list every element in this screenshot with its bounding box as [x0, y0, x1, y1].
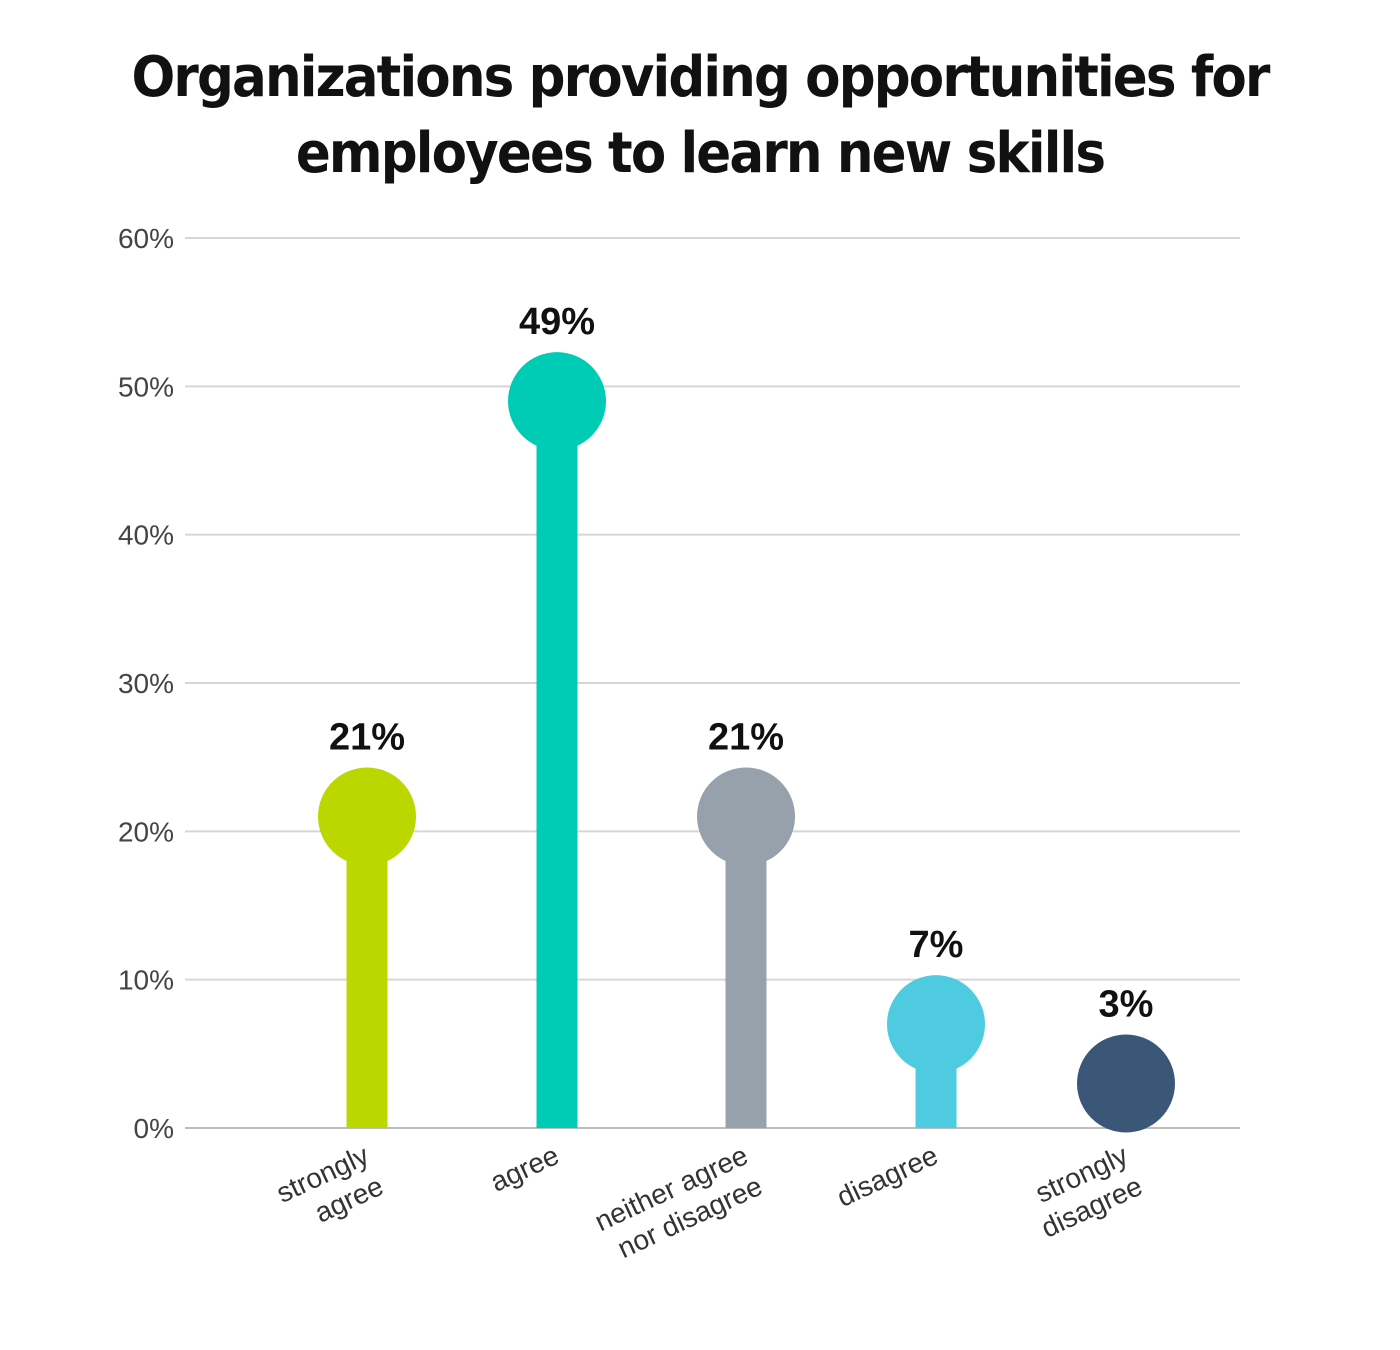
x-tick-label-line: agree [486, 1139, 564, 1197]
value-label: 21% [329, 717, 405, 759]
x-tick-label: agree [486, 1139, 564, 1197]
bar-stems [346, 401, 957, 1129]
bar-head [508, 352, 606, 451]
bar-head [318, 767, 416, 866]
y-tick-label: 30% [118, 668, 174, 699]
y-tick-label: 50% [118, 371, 174, 402]
y-axis: 0% 10% 20% 30% 40% 50% 60% [118, 223, 174, 1144]
bar-stem [725, 816, 767, 1128]
y-tick-label: 10% [118, 965, 174, 996]
x-tick-label: disagree [832, 1139, 942, 1212]
bar-head [1077, 1034, 1175, 1133]
bar-heads [318, 352, 1175, 1133]
value-labels: 21% 49% 21% 7% 3% [329, 301, 1153, 1025]
chart-title-line-1: Organizations providing opportunities fo… [131, 45, 1270, 110]
gridlines [185, 237, 1240, 1129]
y-tick-label: 0% [134, 1113, 174, 1144]
bar-stem [346, 816, 388, 1128]
value-label: 21% [708, 717, 784, 759]
y-tick-label: 40% [118, 520, 174, 551]
bar-head [697, 767, 795, 866]
value-label: 49% [519, 301, 595, 343]
y-tick-label: 60% [118, 223, 174, 254]
y-tick-label: 20% [118, 816, 174, 847]
chart-title-line-2: employees to learn new skills [295, 121, 1106, 186]
bar-head [887, 975, 985, 1074]
bar-stem [536, 401, 578, 1129]
value-label: 7% [909, 924, 964, 966]
value-label: 3% [1099, 984, 1154, 1026]
x-tick-label-line: disagree [832, 1139, 942, 1212]
chart-title: Organizations providing opportunities fo… [56, 40, 1344, 192]
